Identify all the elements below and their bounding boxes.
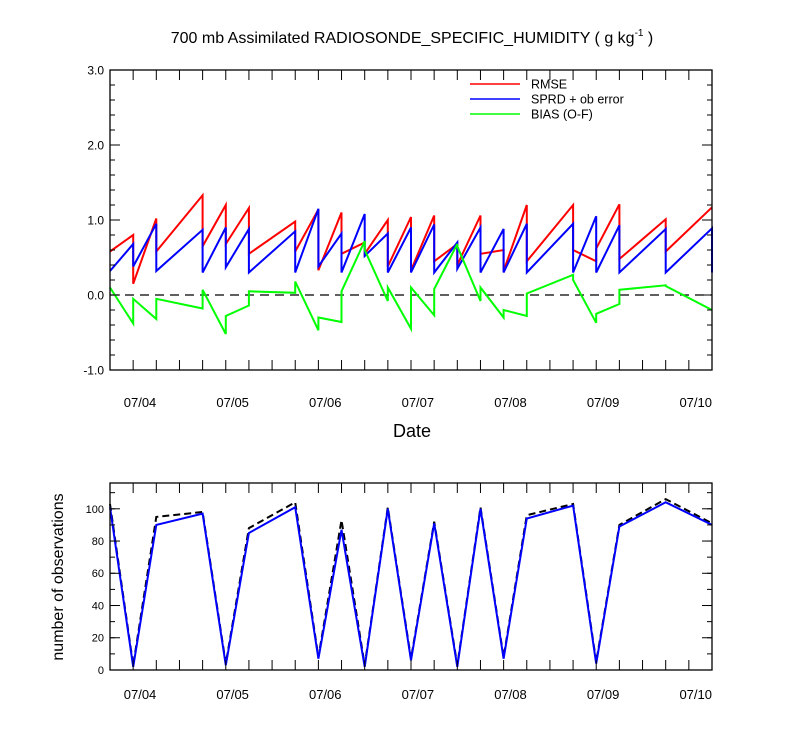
x-axis-label: Date [393, 421, 431, 441]
y-tick-label: 0 [98, 665, 104, 677]
series-line-sprd-ob-error [109, 208, 713, 276]
x-tick-label: 07/08 [494, 687, 527, 702]
top-series-lines [109, 192, 713, 335]
x-tick-label: 07/10 [679, 395, 712, 410]
x-tick-label: 07/09 [587, 687, 620, 702]
chart-title: 700 mb Assimilated RADIOSONDE_SPECIFIC_H… [171, 28, 654, 47]
y-tick-label: 3.0 [87, 63, 104, 77]
y-tick-label: 0.0 [87, 288, 104, 302]
x-tick-label: 07/06 [309, 687, 342, 702]
x-tick-label: 07/07 [402, 395, 435, 410]
y-tick-label: 60 [92, 568, 104, 580]
top-panel: -1.0 0.0 1.0 2.0 3.0 07/04 07/05 07/06 07/07 07/0… [83, 63, 713, 441]
bottom-series-lines [109, 497, 713, 667]
x-tick-label: 07/05 [216, 395, 249, 410]
legend-label: BIAS (O-F) [531, 108, 593, 122]
x-tick-label: 07/09 [587, 395, 620, 410]
bottom-axis-ticks [109, 483, 713, 671]
x-tick-label: 07/10 [679, 687, 712, 702]
bottom-plot-frame [109, 482, 713, 671]
y-tick-label: -1.0 [83, 363, 104, 377]
legend-label: SPRD + ob error [531, 93, 624, 107]
bottom-tick-labels: 0 20 40 60 80 100 07/04 07/05 07/06 07/07 07/08 07/… [86, 504, 712, 702]
y-tick-label: 100 [86, 504, 104, 516]
bottom-panel: 0 20 40 60 80 100 07/04 07/05 07/06 07/07 07/08 07/… [50, 482, 713, 702]
x-tick-label: 07/07 [402, 687, 435, 702]
y-tick-label: 1.0 [87, 213, 104, 227]
x-tick-label: 07/06 [309, 395, 342, 410]
series-line-assimilated [109, 501, 713, 667]
x-tick-label: 07/05 [216, 687, 249, 702]
y-axis-label: number of observations [50, 493, 67, 660]
y-tick-label: 80 [92, 536, 104, 548]
y-tick-label: 40 [92, 600, 104, 612]
y-tick-label: 20 [92, 633, 104, 645]
series-line-bias-o-f [109, 240, 713, 335]
legend-label: RMSE [531, 78, 567, 92]
top-plot-frame [109, 69, 713, 371]
series-line-rmse [109, 192, 713, 285]
x-tick-label: 07/04 [124, 687, 157, 702]
y-tick-label: 2.0 [87, 138, 104, 152]
series-line-possible [109, 497, 713, 666]
x-tick-label: 07/08 [494, 395, 527, 410]
x-tick-label: 07/04 [124, 395, 157, 410]
top-tick-labels: -1.0 0.0 1.0 2.0 3.0 07/04 07/05 07/06 07/07 07/0… [83, 63, 712, 410]
